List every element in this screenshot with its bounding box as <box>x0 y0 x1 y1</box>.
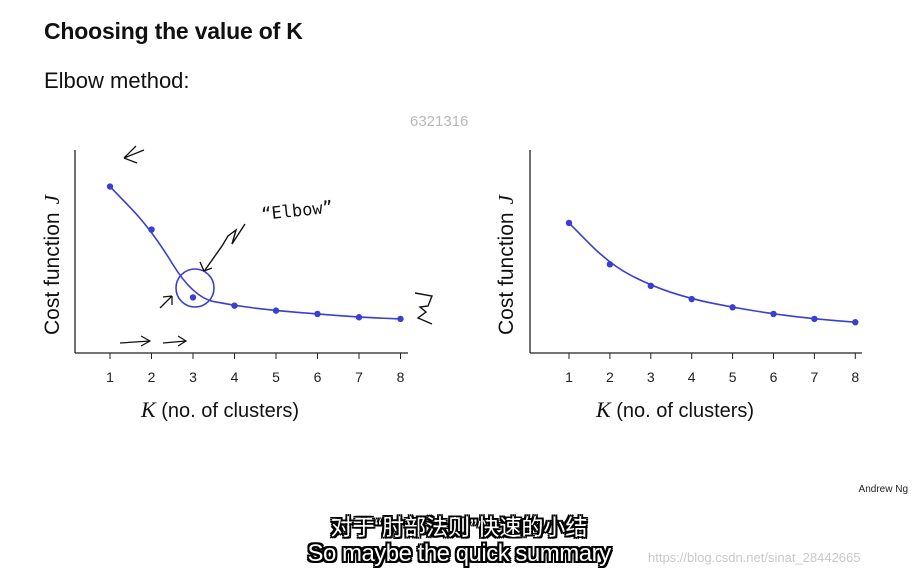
left-x-tick-label: 8 <box>397 369 405 385</box>
author-credit: Andrew Ng <box>858 484 908 495</box>
elbow-pointer-squiggle <box>204 223 246 271</box>
right-data-point <box>647 282 654 290</box>
right-x-tick-label: 6 <box>770 369 778 385</box>
left-data-point <box>355 314 363 321</box>
left-data-point <box>272 307 280 314</box>
elbow-chart-left-plot: 1 2 3 4 5 6 7 8“Elbow” <box>74 145 433 385</box>
left-data-point <box>314 310 321 318</box>
right-series-line <box>568 222 856 324</box>
left-x-tick-label: 4 <box>231 369 239 385</box>
blog-watermark: https://blog.csdn.net/sinat_28442665 <box>648 550 861 565</box>
left-x-tick-label: 1 <box>106 369 114 385</box>
arrow-to-k3 <box>159 295 173 309</box>
right-x-tick-label: 1 <box>565 369 573 385</box>
video-id-watermark: 6321316 <box>410 113 469 130</box>
right-data-point <box>606 261 614 268</box>
arrow-right-2 <box>162 335 188 347</box>
left-x-axis-label: K (no. of clusters) <box>141 397 300 422</box>
right-x-tick-label: 4 <box>688 369 696 385</box>
left-data-point <box>231 302 238 309</box>
right-x-tick-label: 7 <box>811 369 819 385</box>
elbow-circle <box>175 268 215 308</box>
right-y-axis-label: Cost functionJ <box>494 195 518 335</box>
left-x-tick-label: 2 <box>148 369 156 385</box>
slide-title: Choosing the value of K <box>44 18 303 44</box>
elbow-chart-right-plot: 1 2 3 4 5 6 7 8 <box>529 150 862 385</box>
right-x-axis-label: K (no. of clusters) <box>596 397 755 422</box>
right-data-point <box>565 219 573 227</box>
left-data-point <box>189 294 197 301</box>
left-data-point <box>397 315 404 323</box>
right-data-point <box>852 319 859 326</box>
caption-chinese: 对于“肘部法则”快速的小结 <box>330 515 588 540</box>
left-x-tick-label: 7 <box>355 369 363 385</box>
right-data-point <box>688 295 695 303</box>
left-data-point <box>106 183 114 190</box>
right-x-tick-label: 3 <box>647 369 655 385</box>
arrow-right-1 <box>119 335 152 347</box>
left-x-tick-label: 6 <box>314 369 322 385</box>
right-data-point <box>729 304 736 311</box>
right-data-point <box>811 315 818 323</box>
brace-scribble <box>414 292 433 325</box>
arrow-to-k1 <box>123 145 145 164</box>
left-data-point <box>148 226 155 233</box>
right-x-tick-label: 8 <box>851 369 859 385</box>
right-data-point <box>770 310 777 318</box>
left-x-tick-label: 3 <box>189 369 197 385</box>
elbow-pointer-arrowhead <box>199 261 213 272</box>
left-x-tick-label: 5 <box>272 369 280 385</box>
left-series-line <box>109 185 401 320</box>
right-x-tick-label: 2 <box>606 369 614 385</box>
right-x-tick-label: 5 <box>729 369 737 385</box>
slide-subtitle: Elbow method: <box>44 68 190 93</box>
caption-english: So maybe the quick summary <box>307 540 611 567</box>
